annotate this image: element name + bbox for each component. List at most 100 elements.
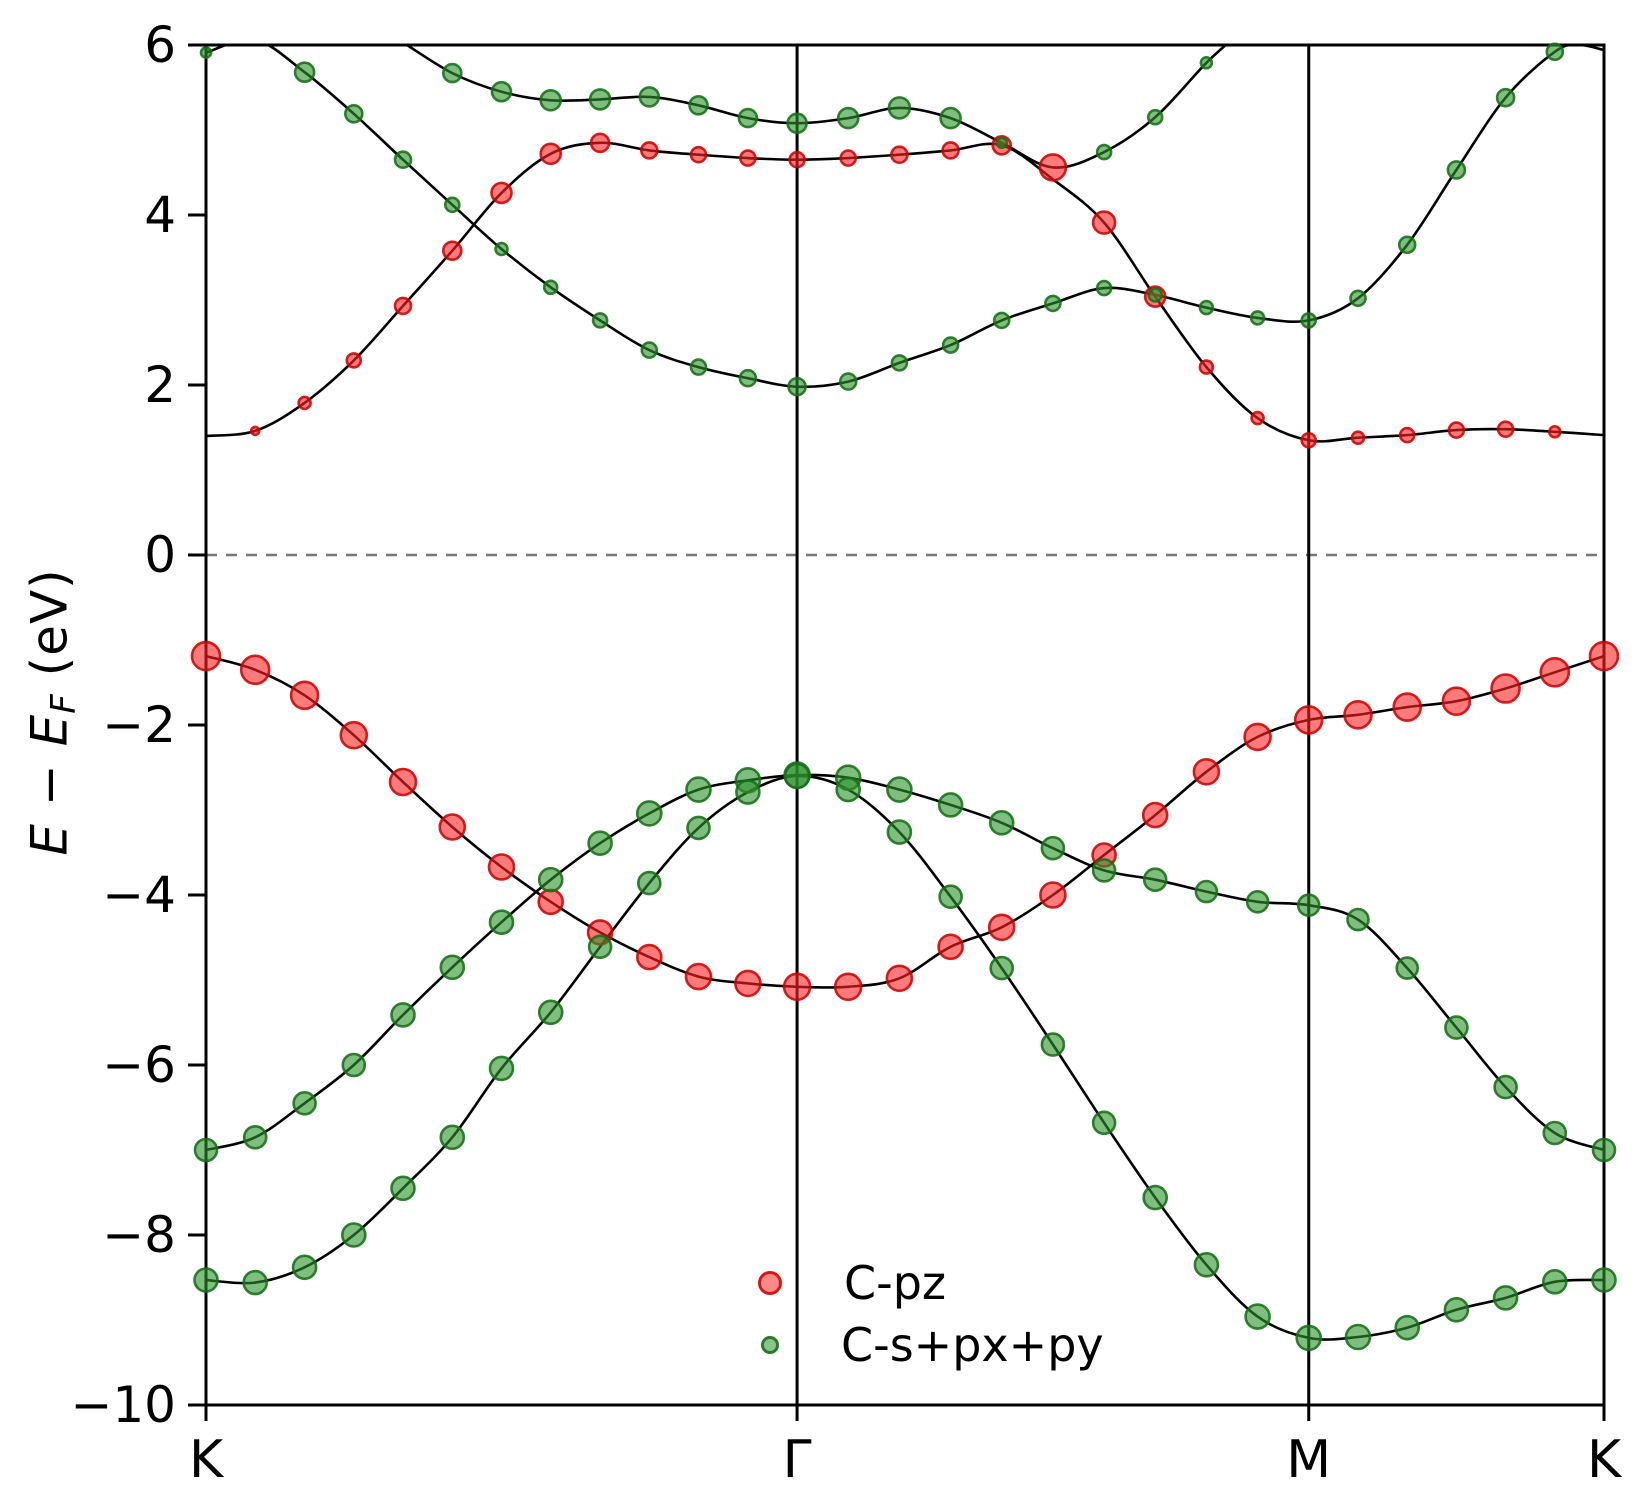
green-weight-marker [836,106,860,130]
red-weight-marker [1038,153,1068,182]
red-weight-marker [1548,424,1562,439]
green-weight-marker [635,800,663,827]
green-weight-marker [1344,1323,1372,1351]
green-weight-marker [293,61,316,83]
x-tick-label-M: M [1286,1430,1331,1490]
green-weight-marker [1146,108,1164,126]
red-weight-marker [689,145,708,164]
green-weight-marker [1444,1015,1469,1040]
red-weight-marker [1496,420,1515,439]
green-weight-marker [1349,289,1367,308]
green-weight-marker [537,866,564,893]
red-weight-marker [1039,881,1067,909]
red-weight-marker [1398,426,1416,444]
y-tick-label: 4 [144,186,176,244]
green-weight-marker [1245,889,1270,914]
green-weight-marker [886,819,913,845]
green-weight-marker [735,779,761,805]
green-weight-marker [1545,42,1565,62]
y-axis-label-E: E [20,823,79,856]
plot-frame [204,43,1606,1407]
green-weight-marker [1495,87,1516,108]
green-weight-marker [1194,879,1219,904]
green-weight-marker [1443,1297,1470,1323]
green-weight-marker [193,1267,219,1293]
red-weight-marker [1343,699,1373,730]
green-weight-marker [193,1137,219,1163]
red-weight-marker [441,240,463,261]
green-weight-marker [340,1222,367,1248]
red-weight-marker [1350,430,1366,446]
legend-item-cpz: C-pz [744,1252,1104,1314]
green-weight-marker [393,150,413,169]
green-weight-marker [938,884,963,910]
green-weight-marker [390,1175,416,1202]
red-weight-marker [537,888,565,916]
red-weight-marker [393,296,413,316]
green-weight-marker [1095,279,1113,297]
y-tick-label: 2 [144,356,176,414]
red-weight-marker [1250,410,1265,426]
red-weight-marker [289,680,320,711]
y-tick-label: −2 [102,696,176,754]
green-weight-marker [488,909,515,936]
green-weight-marker [939,106,962,130]
green-weight-marker [390,1002,416,1028]
green-weight-marker [738,368,758,388]
y-tick-label: 6 [144,16,176,74]
red-weight-marker [833,972,863,1002]
red-weight-marker [388,767,418,797]
green-weight-marker [1142,867,1168,893]
green-weight-marker [1198,299,1215,316]
green-weight-marker [640,341,659,359]
green-weight-marker [488,1055,515,1082]
green-weight-marker [490,80,513,103]
y-tick-label: −6 [102,1036,176,1094]
green-weight-marker [242,1125,268,1150]
y-axis-label-unit: (eV) [20,568,79,694]
legend-label-cspxpy: C-s+px+py [841,1318,1104,1372]
red-weight-marker [345,352,363,369]
green-weight-marker [887,96,912,120]
red-weight-marker [1192,757,1221,786]
green-weight-marker [1346,907,1370,932]
green-weight-marker [1044,294,1062,313]
green-weight-marker [1591,1137,1617,1163]
green-weight-marker [1591,1267,1617,1293]
green-weight-marker [989,955,1015,981]
green-weight-marker [995,136,1009,150]
green-weight-marker [1394,1314,1420,1341]
green-weight-marker [992,311,1011,330]
green-weight-marker [1542,1269,1568,1295]
band-line-pi-star-conduction [206,141,1604,443]
green-circle-icon [761,1336,779,1354]
red-weight-marker [438,813,467,841]
green-weight-marker [1193,1252,1220,1278]
green-weight-marker [1040,835,1066,861]
green-weight-marker [1249,310,1266,326]
green-weight-marker [1542,1120,1568,1146]
red-circle-icon [758,1271,782,1295]
green-weight-marker [537,999,564,1026]
x-tick-label-K: K [1587,1430,1623,1490]
green-weight-marker [199,46,213,59]
green-weight-marker [1244,1303,1271,1330]
green-weight-marker [686,815,711,841]
green-weight-marker [292,1091,317,1116]
green-weight-marker [1142,1184,1168,1211]
band-line-sigma-star-B-conduction [404,45,1228,169]
green-weight-marker [587,934,613,960]
red-weight-marker [1392,692,1422,722]
red-weight-marker [1447,421,1466,439]
green-weight-marker [1397,235,1417,255]
green-weight-marker [1395,956,1419,980]
red-weight-marker [249,425,261,437]
red-weight-marker [1243,722,1272,752]
red-weight-marker [190,640,222,672]
green-weight-marker [988,809,1015,836]
y-axis-label-EF: E [20,713,79,747]
red-weight-marker [539,142,563,166]
green-weight-marker [341,1052,367,1078]
